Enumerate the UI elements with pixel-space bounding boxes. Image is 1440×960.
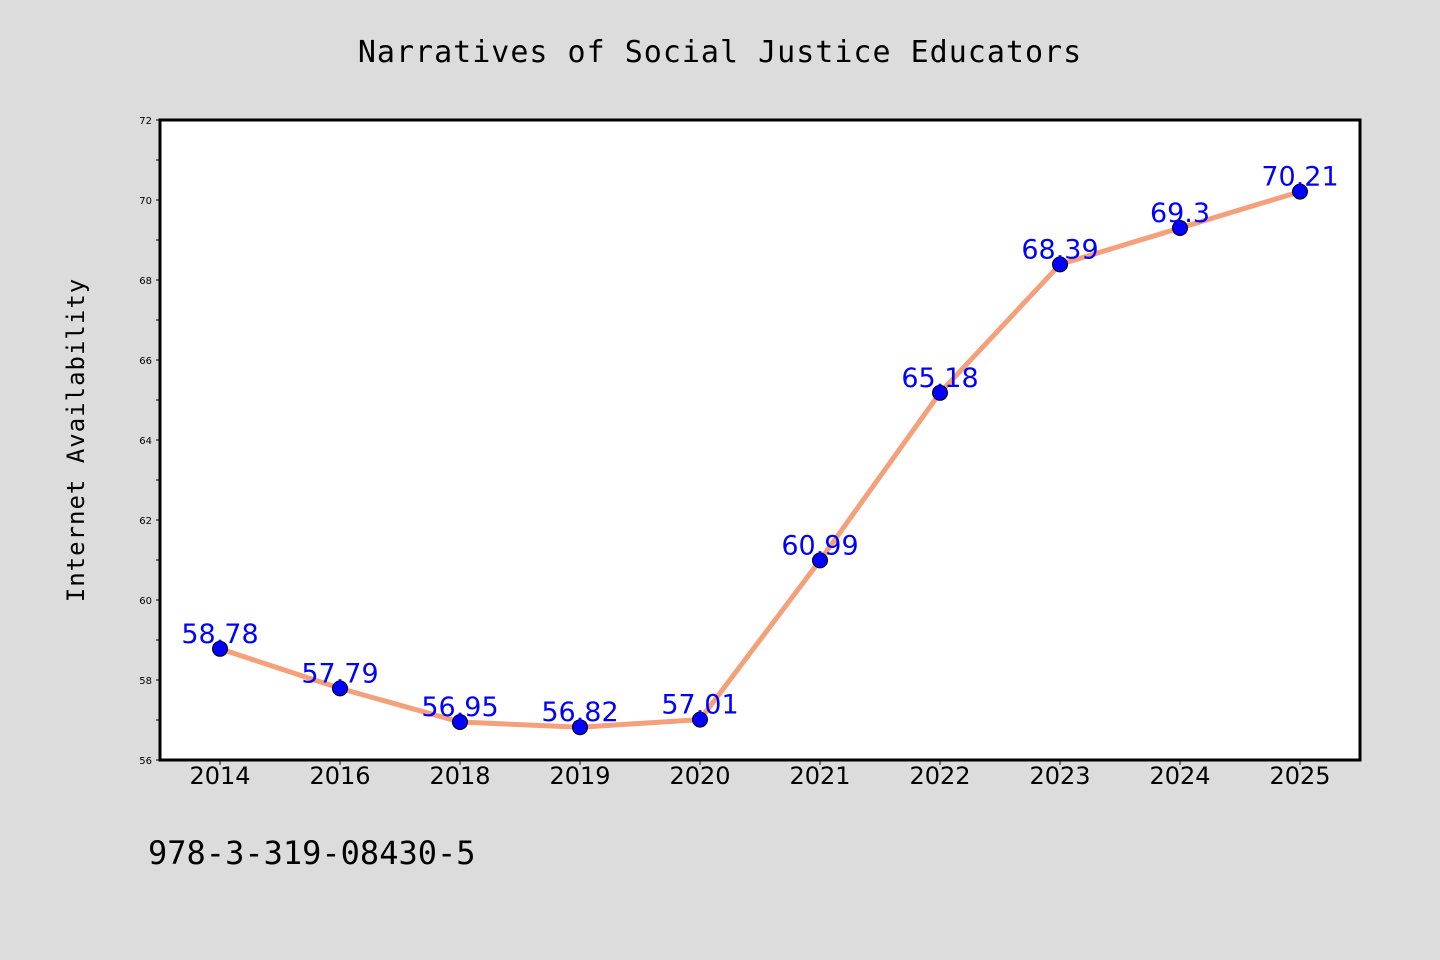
- data-label: 60.99: [781, 530, 858, 561]
- data-label: 68.39: [1021, 234, 1098, 265]
- x-tick-label: 2025: [1269, 762, 1330, 790]
- y-tick-label: 64: [139, 436, 152, 447]
- data-label: 69.3: [1150, 198, 1210, 229]
- data-label: 65.18: [901, 363, 978, 394]
- plot-frame: [158, 118, 1362, 762]
- y-tick-label: 70: [139, 196, 152, 207]
- data-point: [572, 719, 588, 736]
- series-layer: [212, 183, 1308, 736]
- y-tick-label: 68: [139, 276, 152, 287]
- data-point: [452, 714, 468, 730]
- x-tick-label: 2018: [429, 762, 490, 790]
- axis-ticks: 56 58 60 62 64 66 68 70 72 2014 2016 2018 2019 2020 20…: [139, 116, 1330, 790]
- y-tick-label: 66: [139, 356, 152, 367]
- data-point: [1052, 256, 1068, 273]
- data-point: [1172, 220, 1188, 236]
- data-point: [692, 711, 708, 728]
- x-tick-label: 2016: [309, 762, 370, 790]
- plot-area: [160, 120, 1360, 760]
- data-label: 70.21: [1261, 162, 1338, 193]
- data-point: [212, 640, 228, 657]
- x-tick-label: 2022: [909, 762, 970, 790]
- data-point: [1292, 183, 1308, 200]
- isbn-footnote: 978-3-319-08430-5: [148, 834, 476, 872]
- y-axis-label: Internet Availability: [62, 278, 90, 602]
- x-tick-label: 2024: [1149, 762, 1210, 790]
- data-label: 57.79: [301, 658, 378, 689]
- y-tick-label: 72: [139, 116, 152, 127]
- chart-title: Narratives of Social Justice Educators: [358, 35, 1082, 70]
- data-point: [932, 384, 948, 401]
- data-label: 58.78: [181, 619, 258, 650]
- data-label: 57.01: [661, 690, 738, 721]
- y-tick-label: 58: [139, 676, 152, 687]
- data-point: [332, 680, 348, 697]
- x-tick-label: 2019: [549, 762, 610, 790]
- data-label: 56.82: [541, 697, 618, 728]
- series-line: [217, 189, 1303, 730]
- x-tick-label: 2023: [1029, 762, 1090, 790]
- x-tick-label: 2021: [789, 762, 850, 790]
- x-tick-label: 2020: [669, 762, 730, 790]
- data-point: [812, 552, 828, 569]
- data-label-layer: 58.78 57.79 56.95 56.82 57.01 60.99 65.18 68.39…: [181, 162, 1338, 729]
- y-tick-label: 56: [139, 756, 152, 767]
- x-tick-label: 2014: [189, 762, 250, 790]
- y-tick-label: 62: [139, 516, 152, 527]
- data-label: 56.95: [421, 692, 498, 723]
- y-tick-label: 60: [139, 596, 152, 607]
